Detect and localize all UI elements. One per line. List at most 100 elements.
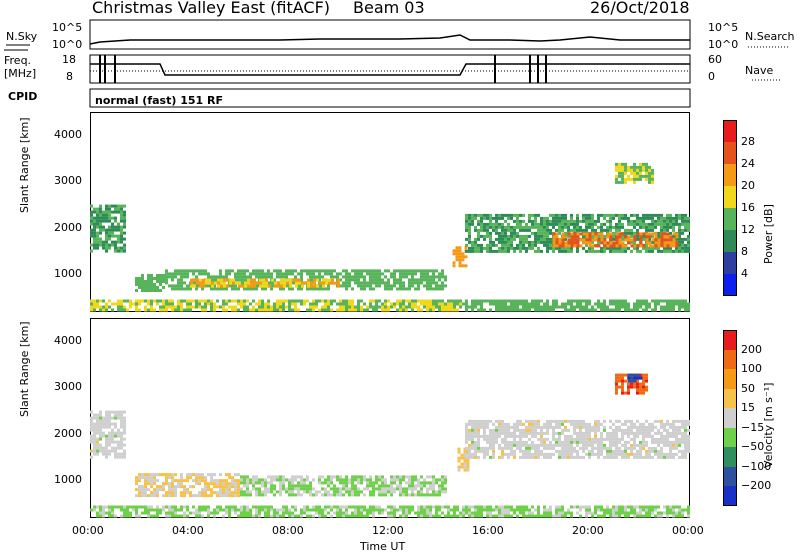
- velocity-cell: [489, 419, 492, 423]
- power-cell: [612, 216, 615, 220]
- power-cell: [513, 213, 516, 217]
- velocity-cell: [255, 487, 258, 491]
- velocity-cell: [615, 455, 618, 459]
- power-cell: [220, 284, 223, 288]
- power-cell: [183, 272, 186, 276]
- power-cell: [534, 308, 537, 312]
- velocity-cell: [474, 505, 477, 509]
- power-cell: [540, 299, 543, 303]
- power-cell: [223, 284, 226, 288]
- power-cell: [204, 308, 207, 312]
- velocity-cell: [432, 484, 435, 488]
- power-cell: [471, 305, 474, 309]
- velocity-cell: [258, 511, 261, 515]
- power-cell: [369, 272, 372, 276]
- power-cell: [345, 305, 348, 309]
- power-cell: [432, 305, 435, 309]
- velocity-cell: [681, 511, 684, 515]
- velocity-cell: [234, 491, 237, 495]
- velocity-cell: [492, 449, 495, 453]
- power-cell: [573, 225, 576, 229]
- power-cell: [630, 249, 633, 253]
- velocity-cell: [186, 491, 189, 495]
- velocity-cell: [657, 419, 660, 423]
- power-cell: [609, 299, 612, 303]
- velocity-cell: [495, 428, 498, 432]
- velocity-cell: [633, 508, 636, 512]
- power-cell: [342, 302, 345, 306]
- power-cell: [396, 281, 399, 285]
- velocity-cell: [531, 443, 534, 447]
- power-cell: [417, 269, 420, 273]
- power-cell: [192, 272, 195, 276]
- velocity-cell: [255, 505, 258, 509]
- power-cell: [675, 241, 679, 245]
- power-cell: [240, 272, 243, 276]
- power-cell: [627, 165, 630, 169]
- velocity-cell: [321, 475, 324, 479]
- power-cell: [102, 246, 105, 250]
- velocity-cell: [666, 514, 669, 518]
- velocity-cell: [285, 511, 288, 515]
- velocity-cell: [471, 452, 474, 456]
- velocity-cell: [585, 514, 588, 518]
- power-cell: [99, 231, 102, 235]
- power-cell: [105, 216, 108, 220]
- power-cell: [681, 249, 684, 253]
- velocity-cell: [457, 450, 461, 454]
- power-cell: [645, 225, 648, 229]
- velocity-cell: [444, 475, 447, 479]
- power-cell: [369, 299, 372, 303]
- power-cell: [600, 246, 603, 250]
- velocity-cell: [240, 493, 243, 497]
- power-cell: [525, 228, 528, 232]
- power-cell: [177, 299, 180, 303]
- velocity-cell: [468, 511, 471, 515]
- velocity-cell: [177, 514, 180, 518]
- power-cell: [222, 299, 225, 303]
- power-cell: [390, 284, 393, 288]
- power-cell: [96, 234, 99, 238]
- power-cell: [279, 272, 282, 276]
- power-cell: [474, 213, 477, 217]
- velocity-cell: [408, 481, 411, 485]
- velocity-cell: [240, 478, 243, 482]
- power-cell: [654, 241, 658, 245]
- power-cell: [618, 168, 621, 172]
- power-cell: [594, 222, 597, 226]
- power-cell: [657, 213, 660, 217]
- power-cell: [573, 228, 576, 232]
- velocity-cell: [657, 514, 660, 518]
- power-cell: [180, 269, 183, 273]
- power-cell: [681, 219, 684, 223]
- power-cell: [234, 284, 237, 288]
- velocity-cell: [168, 511, 171, 515]
- velocity-cell: [466, 465, 470, 469]
- velocity-cell: [231, 494, 234, 498]
- velocity-cell: [528, 437, 531, 441]
- velocity-cell: [105, 440, 108, 444]
- velocity-cell: [243, 490, 246, 494]
- velocity-cell: [600, 514, 603, 518]
- velocity-cell: [96, 437, 99, 441]
- power-cell: [645, 222, 648, 226]
- velocity-cell: [459, 514, 462, 518]
- power-cell: [312, 269, 315, 273]
- power-cell: [307, 281, 310, 285]
- velocity-cell: [273, 484, 276, 488]
- velocity-colorbar-segment: [723, 427, 737, 448]
- velocity-cell: [633, 440, 636, 444]
- velocity-cell: [351, 490, 354, 494]
- power-region-3: [190, 278, 340, 288]
- velocity-cell: [414, 511, 417, 515]
- power-cell: [244, 281, 247, 285]
- power-cell: [474, 305, 477, 309]
- velocity-cell: [114, 505, 117, 509]
- power-cell: [600, 249, 603, 253]
- power-cell: [612, 231, 615, 235]
- velocity-cell: [204, 491, 207, 495]
- velocity-cell: [630, 443, 633, 447]
- power-cell: [486, 231, 489, 235]
- power-cell: [294, 302, 297, 306]
- power-cell: [588, 299, 591, 303]
